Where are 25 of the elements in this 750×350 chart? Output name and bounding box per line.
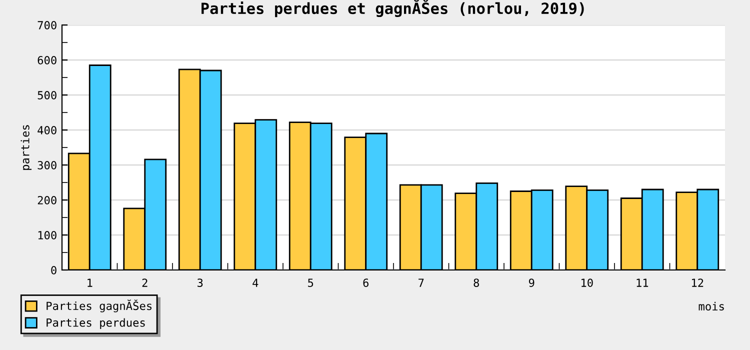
legend-label: Parties perdues [46, 318, 145, 329]
x-tick-label: 6 [363, 278, 368, 287]
x-tick-label: 9 [528, 278, 534, 287]
x-tick-label: 4 [252, 278, 258, 287]
y-tick-label: 500 [38, 91, 56, 100]
y-tick-label: 600 [38, 56, 56, 64]
x-tick-label: 12 [692, 278, 704, 287]
y-tick-label: 300 [38, 161, 56, 170]
chart-title: Parties perdues et gagnĂŠes (norlou, 2019) [202, 0, 584, 18]
y-tick-label: 0 [51, 266, 56, 274]
x-tick-label: 5 [308, 278, 314, 287]
legend-label: Parties gagnĂŠes [46, 300, 152, 312]
x-tick-label: 7 [418, 278, 424, 287]
y-axis-title: parties [20, 125, 32, 170]
x-tick-label: 1 [88, 278, 92, 287]
x-tick-label: 10 [582, 278, 593, 287]
x-tick-label: 11 [636, 278, 648, 287]
x-axis-title: mois [698, 302, 724, 311]
x-tick-label: 8 [474, 278, 480, 287]
x-tick-label: 3 [198, 278, 203, 287]
x-tick-label: 2 [142, 278, 148, 287]
y-tick-label: 200 [38, 196, 56, 204]
y-tick-label: 700 [38, 21, 56, 30]
y-tick-label: 400 [38, 126, 56, 134]
y-tick-label: 100 [38, 231, 56, 240]
